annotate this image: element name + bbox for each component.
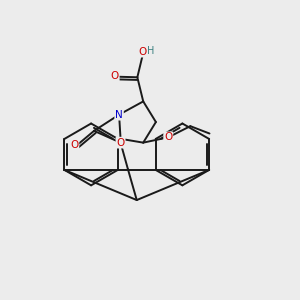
Text: O: O [70, 140, 79, 150]
Text: O: O [110, 71, 119, 81]
Text: N: N [115, 110, 123, 120]
Text: O: O [139, 47, 147, 57]
Text: O: O [164, 132, 172, 142]
Text: H: H [147, 46, 155, 56]
Text: O: O [116, 138, 125, 148]
